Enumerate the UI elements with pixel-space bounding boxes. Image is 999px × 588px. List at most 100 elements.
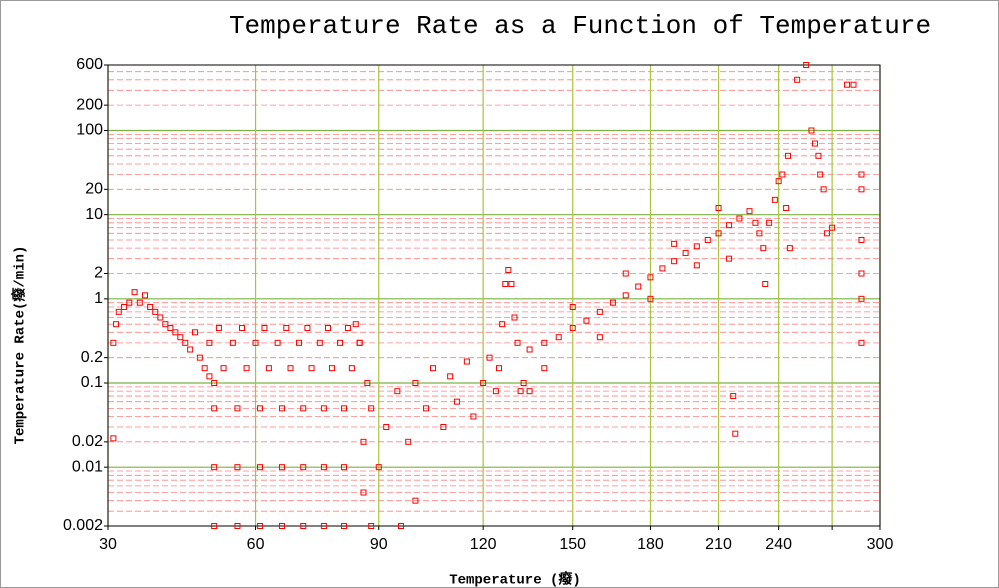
point xyxy=(715,230,722,237)
point xyxy=(320,405,327,412)
point xyxy=(596,308,603,315)
point xyxy=(609,299,616,306)
point xyxy=(511,314,518,321)
point xyxy=(430,365,437,372)
point xyxy=(412,497,419,504)
point xyxy=(220,365,227,372)
y-tick-label: 0.01 xyxy=(72,458,103,475)
point xyxy=(671,258,678,265)
point xyxy=(126,299,133,306)
point xyxy=(287,365,294,372)
point xyxy=(569,325,576,332)
point xyxy=(569,303,576,310)
point xyxy=(858,186,865,193)
point xyxy=(682,250,689,257)
point xyxy=(368,523,375,529)
y-tick-label: 200 xyxy=(76,96,103,113)
point xyxy=(141,292,148,299)
point xyxy=(440,424,447,431)
point xyxy=(760,245,767,252)
x-tick-label: 300 xyxy=(867,536,894,553)
point xyxy=(308,365,315,372)
point xyxy=(296,339,303,346)
point xyxy=(206,373,213,380)
x-axis-label: Temperature (癈) xyxy=(449,571,581,588)
point xyxy=(447,373,454,380)
point xyxy=(766,219,773,226)
point xyxy=(726,222,733,229)
y-tick-label: 100 xyxy=(76,122,103,139)
plot-area xyxy=(107,64,881,527)
point xyxy=(423,405,430,412)
point xyxy=(172,329,179,336)
point xyxy=(480,380,487,387)
point xyxy=(300,464,307,471)
point xyxy=(167,325,174,332)
point xyxy=(110,339,117,346)
point xyxy=(113,321,120,328)
point xyxy=(157,314,164,321)
point xyxy=(211,523,218,529)
chart-title: Temperature Rate as a Function of Temper… xyxy=(229,11,931,41)
point xyxy=(375,464,382,471)
point xyxy=(514,339,521,346)
point xyxy=(252,339,259,346)
point xyxy=(177,334,184,341)
point xyxy=(732,430,739,437)
point xyxy=(257,405,264,412)
point xyxy=(304,325,311,332)
point xyxy=(470,413,477,420)
point xyxy=(541,365,548,372)
point xyxy=(278,405,285,412)
point xyxy=(383,424,390,431)
point xyxy=(858,171,865,178)
point xyxy=(775,178,782,185)
point xyxy=(352,321,359,328)
point xyxy=(211,464,218,471)
point xyxy=(771,196,778,203)
point xyxy=(526,388,533,395)
point xyxy=(730,393,737,400)
point xyxy=(329,365,336,372)
point xyxy=(596,334,603,341)
point xyxy=(671,240,678,247)
point xyxy=(786,245,793,252)
point xyxy=(850,81,857,88)
point xyxy=(196,354,203,361)
point xyxy=(115,308,122,315)
point xyxy=(756,230,763,237)
y-tick-label: 0.02 xyxy=(72,433,103,450)
point xyxy=(858,270,865,277)
y-tick-label: 1 xyxy=(94,290,103,307)
point xyxy=(496,365,503,372)
x-tick-label: 60 xyxy=(247,536,265,553)
point xyxy=(583,317,590,324)
point xyxy=(344,325,351,332)
point xyxy=(211,380,218,387)
y-tick-label: 0.002 xyxy=(63,517,103,534)
point xyxy=(824,230,831,237)
y-tick-label: 0.2 xyxy=(81,349,103,366)
point xyxy=(715,204,722,211)
point xyxy=(803,62,810,68)
point xyxy=(508,281,515,288)
y-tick-label: 2 xyxy=(94,265,103,282)
x-tick-label: 120 xyxy=(470,536,497,553)
point xyxy=(499,321,506,328)
point xyxy=(257,523,264,529)
y-tick-label: 20 xyxy=(85,181,103,198)
point xyxy=(211,405,218,412)
x-tick-label: 210 xyxy=(705,536,732,553)
x-tick-label: 180 xyxy=(637,536,664,553)
point xyxy=(622,270,629,277)
point xyxy=(324,325,331,332)
point xyxy=(811,140,818,147)
point xyxy=(517,388,524,395)
point xyxy=(274,339,281,346)
point xyxy=(394,388,401,395)
point xyxy=(265,365,272,372)
point xyxy=(360,489,367,496)
point xyxy=(405,438,412,445)
point xyxy=(541,339,548,346)
